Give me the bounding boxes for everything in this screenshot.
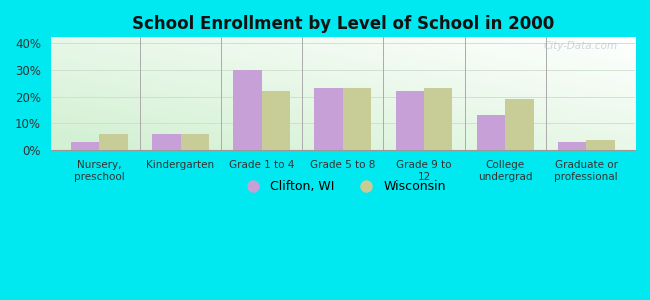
Bar xyxy=(343,88,371,150)
Text: City-Data.com: City-Data.com xyxy=(543,41,618,51)
Legend: Clifton, WI, Wisconsin: Clifton, WI, Wisconsin xyxy=(235,176,450,198)
Bar xyxy=(315,88,343,150)
Bar xyxy=(262,91,290,150)
Bar xyxy=(558,142,586,150)
Bar xyxy=(71,142,99,150)
Bar xyxy=(99,134,128,150)
Bar xyxy=(505,99,534,150)
Bar xyxy=(396,91,424,150)
Bar xyxy=(424,88,452,150)
Bar xyxy=(476,116,505,150)
Bar xyxy=(152,134,181,150)
Bar xyxy=(586,140,615,150)
Bar xyxy=(181,134,209,150)
Title: School Enrollment by Level of School in 2000: School Enrollment by Level of School in … xyxy=(132,15,554,33)
Bar xyxy=(233,70,262,150)
